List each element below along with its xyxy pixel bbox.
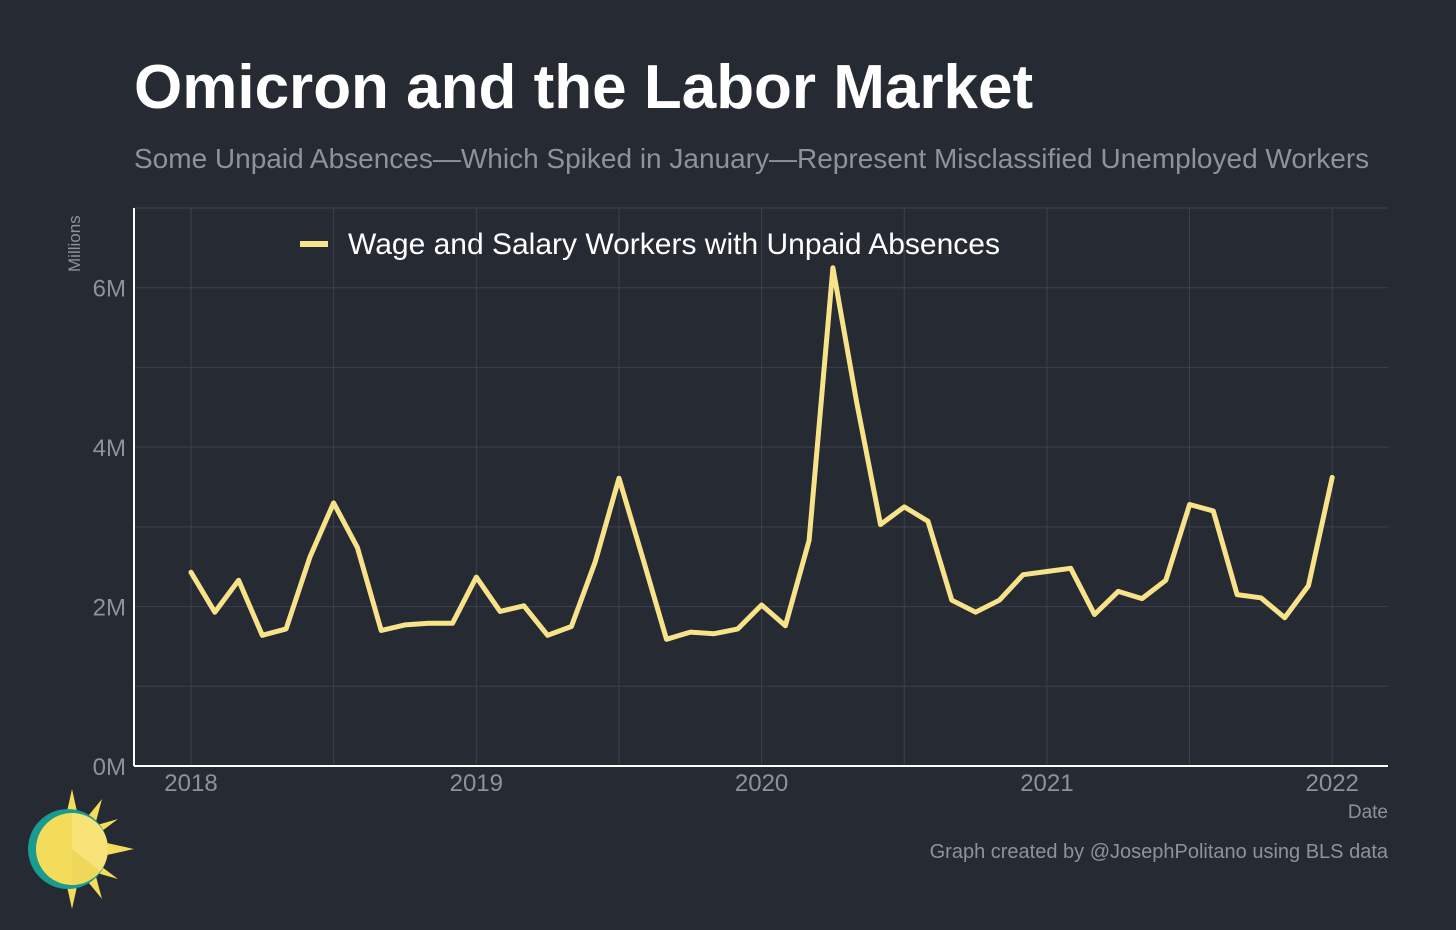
legend: Wage and Salary Workers with Unpaid Abse… <box>300 228 1000 261</box>
y-tick-label: 6M <box>93 276 126 303</box>
y-axis-label: Millions <box>65 215 84 272</box>
y-tick-label: 0M <box>93 754 126 781</box>
x-axis-label: Date <box>1348 802 1388 823</box>
grid <box>134 207 1388 766</box>
x-tick-label: 2020 <box>735 770 788 797</box>
chart-title: Omicron and the Labor Market <box>134 53 1034 122</box>
x-tick-label: 2021 <box>1020 770 1073 797</box>
legend-label: Wage and Salary Workers with Unpaid Abse… <box>348 228 1000 261</box>
sun-logo-icon <box>28 789 134 909</box>
chart-subtitle: Some Unpaid Absences—Which Spiked in Jan… <box>134 143 1370 174</box>
tick-labels: 0M 2M 4M 6M 2018 2019 2020 2021 2022 <box>93 276 1359 797</box>
x-tick-label: 2019 <box>450 770 503 797</box>
source-caption: Graph created by @JosephPolitano using B… <box>929 841 1388 863</box>
x-tick-label: 2022 <box>1306 770 1359 797</box>
series-group <box>188 265 1335 642</box>
y-tick-label: 2M <box>93 595 126 622</box>
y-tick-label: 4M <box>93 435 126 462</box>
series-line <box>188 265 1335 642</box>
x-tick-label: 2018 <box>164 770 217 797</box>
axes <box>133 208 1388 767</box>
